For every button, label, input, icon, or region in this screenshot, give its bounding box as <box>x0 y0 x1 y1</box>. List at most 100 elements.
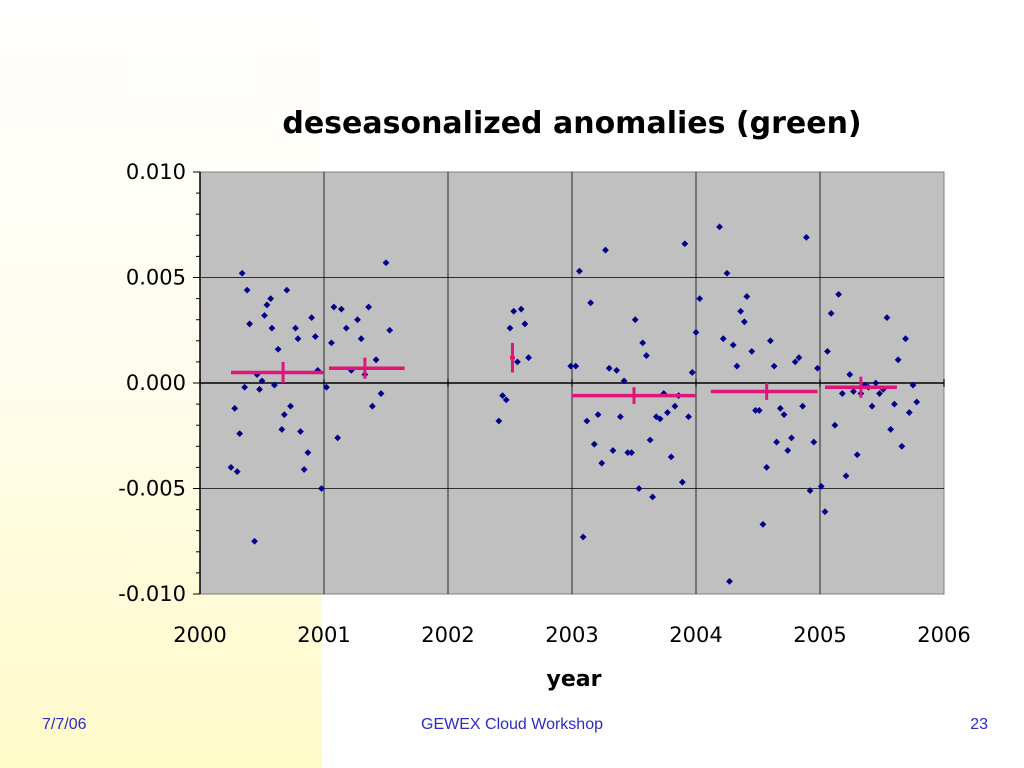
data-point <box>733 362 741 370</box>
data-point <box>743 293 751 300</box>
data-point <box>620 377 628 385</box>
x-tick-label: 2000 <box>173 623 226 647</box>
data-point <box>261 312 268 319</box>
data-point <box>838 390 846 397</box>
data-point <box>330 303 338 311</box>
data-point <box>692 328 700 336</box>
data-point <box>814 364 821 372</box>
data-point <box>256 385 263 393</box>
data-point <box>624 449 632 457</box>
data-point <box>238 269 246 277</box>
data-point <box>868 402 876 410</box>
data-point <box>773 438 780 446</box>
data-point <box>300 466 308 473</box>
data-point <box>502 396 510 404</box>
data-point <box>780 411 788 419</box>
data-point <box>802 234 810 241</box>
data-point <box>357 335 365 343</box>
x-tick-label: 2004 <box>669 623 722 647</box>
data-point <box>883 314 891 321</box>
data-point <box>894 356 902 364</box>
data-point <box>788 434 795 442</box>
data-point <box>294 335 302 343</box>
data-point <box>716 223 723 231</box>
data-point <box>278 426 286 433</box>
data-point <box>681 240 689 248</box>
y-tick-label: -0.010 <box>118 582 186 606</box>
data-point <box>909 381 917 389</box>
data-point <box>767 337 774 345</box>
data-point <box>304 449 312 457</box>
data-point <box>283 286 291 294</box>
data-point <box>318 485 325 492</box>
x-tick-label: 2003 <box>545 623 598 647</box>
data-point <box>499 392 506 400</box>
data-point <box>602 246 609 254</box>
data-point <box>386 326 394 334</box>
data-point <box>891 400 898 408</box>
data-point <box>594 411 602 419</box>
data-point <box>598 459 606 467</box>
data-point <box>258 377 266 385</box>
data-point <box>268 324 276 332</box>
data-point <box>334 434 342 442</box>
chart-title: deseasonalized anomalies (green) <box>282 106 862 141</box>
data-point <box>231 404 239 412</box>
data-point <box>827 309 835 317</box>
data-point <box>274 345 282 353</box>
data-point <box>587 299 594 307</box>
data-point <box>723 269 731 277</box>
data-point <box>876 390 883 397</box>
data-point <box>628 449 635 457</box>
data-point <box>667 453 675 461</box>
data-point <box>263 301 271 309</box>
data-point <box>799 402 807 410</box>
x-tick-label: 2001 <box>297 623 350 647</box>
data-point <box>639 339 647 347</box>
data-point <box>685 413 692 421</box>
data-point <box>752 407 759 414</box>
y-tick-label: 0.010 <box>126 160 186 184</box>
data-point <box>671 402 679 410</box>
data-point <box>824 347 831 355</box>
data-point <box>590 440 598 448</box>
data-point <box>354 316 361 324</box>
data-point <box>267 295 275 302</box>
data-point <box>740 318 748 326</box>
data-point <box>572 362 580 370</box>
data-point <box>246 320 253 328</box>
data-point <box>506 324 514 332</box>
data-point <box>729 341 737 349</box>
data-point <box>227 464 235 471</box>
data-point <box>776 404 784 412</box>
data-point <box>770 362 778 370</box>
data-point <box>784 447 792 454</box>
data-point <box>913 398 921 406</box>
footer-event: GEWEX Cloud Workshop <box>421 716 603 733</box>
data-point <box>243 286 251 294</box>
x-tick-label: 2002 <box>421 623 474 647</box>
data-point <box>631 316 639 324</box>
data-point <box>795 354 803 362</box>
footer-date: 7/7/06 <box>42 716 87 733</box>
data-point <box>271 381 278 389</box>
x-tick-label: 2006 <box>917 623 970 647</box>
data-point <box>656 415 664 423</box>
data-point <box>696 295 704 302</box>
data-point <box>643 352 650 359</box>
data-point <box>688 369 696 376</box>
data-point <box>678 478 686 486</box>
data-point <box>905 409 913 416</box>
data-point <box>525 354 532 362</box>
data-point <box>372 356 380 364</box>
data-point <box>850 388 857 395</box>
footer-page-number: 23 <box>970 716 988 733</box>
data-point <box>292 324 299 332</box>
data-point <box>748 347 756 355</box>
data-point <box>365 303 373 311</box>
data-point <box>583 417 591 425</box>
data-point <box>328 339 335 347</box>
data-point <box>737 307 745 315</box>
data-point <box>821 508 829 516</box>
